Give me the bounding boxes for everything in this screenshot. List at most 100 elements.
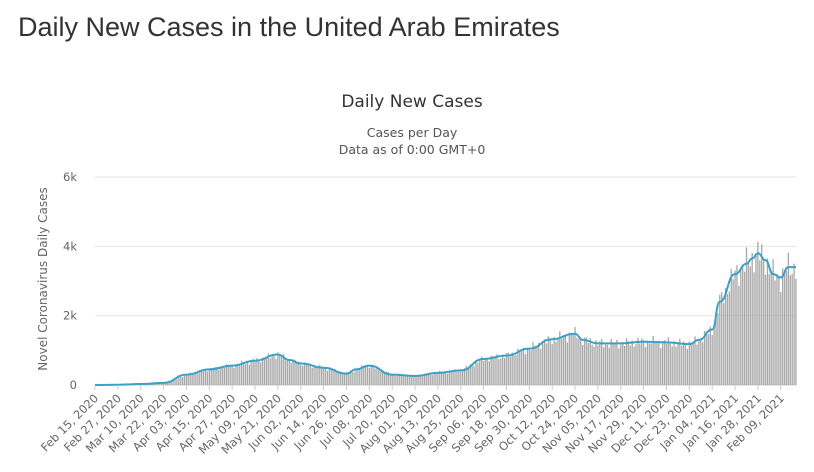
daily-bar: [351, 370, 353, 385]
daily-bar: [795, 278, 797, 385]
daily-bar: [620, 344, 622, 385]
daily-bar: [233, 367, 235, 385]
daily-bar: [332, 370, 334, 385]
daily-bar: [340, 371, 342, 385]
daily-bar: [220, 367, 222, 385]
daily-bar: [408, 375, 410, 385]
daily-bar: [309, 363, 311, 385]
daily-bar: [599, 341, 601, 385]
daily-bar: [496, 354, 498, 385]
daily-bar: [721, 292, 723, 385]
daily-bar: [269, 358, 271, 385]
daily-bar: [227, 366, 230, 385]
daily-bar: [621, 341, 624, 385]
daily-bar: [282, 354, 285, 385]
daily-bar: [161, 383, 163, 385]
daily-bar: [589, 338, 591, 385]
y-axis-label: Novel Coronavirus Daily Cases: [36, 187, 50, 370]
daily-bar: [618, 348, 620, 385]
daily-bar: [768, 274, 770, 385]
daily-bar: [526, 349, 529, 385]
daily-bar: [229, 365, 231, 385]
daily-bar: [244, 364, 247, 385]
daily-bar: [764, 274, 767, 385]
daily-bar: [420, 376, 422, 385]
daily-bar: [159, 382, 161, 385]
daily-bar: [324, 367, 327, 385]
daily-bar: [361, 365, 363, 385]
daily-bar: [772, 259, 774, 385]
daily-bar: [547, 336, 550, 385]
daily-bar: [250, 361, 252, 385]
daily-bar: [528, 348, 530, 385]
daily-bar: [402, 374, 405, 385]
daily-bar: [671, 346, 673, 385]
daily-bar: [199, 370, 201, 385]
daily-bar: [221, 368, 224, 385]
daily-bar: [313, 365, 315, 385]
daily-bar: [728, 291, 730, 385]
daily-bar: [336, 370, 338, 385]
daily-bar: [242, 363, 245, 385]
moving-average-line: [94, 252, 796, 386]
daily-bar: [782, 268, 784, 385]
daily-bar: [435, 373, 437, 385]
daily-bar: [637, 337, 639, 385]
daily-bar: [484, 358, 487, 385]
daily-bar: [540, 349, 542, 385]
daily-bar: [355, 368, 357, 385]
daily-bar: [696, 344, 698, 385]
daily-bar: [627, 341, 630, 385]
daily-bar: [566, 342, 569, 385]
daily-bar: [418, 374, 420, 385]
daily-bar: [517, 348, 519, 385]
daily-bar: [555, 341, 557, 385]
daily-bar: [275, 358, 277, 385]
daily-bar: [389, 374, 391, 385]
daily-bar: [271, 355, 273, 385]
daily-bar: [431, 374, 433, 385]
daily-bar: [574, 326, 576, 385]
y-tick-label: 0: [70, 378, 77, 392]
daily-bar: [330, 368, 332, 385]
daily-bar: [456, 371, 458, 385]
daily-bar: [189, 372, 191, 385]
daily-bar: [761, 244, 763, 385]
daily-bar: [561, 338, 563, 385]
daily-bar: [770, 270, 772, 385]
page-heading: Daily New Cases in the United Arab Emira…: [18, 12, 560, 42]
daily-bar: [482, 360, 485, 385]
daily-bar: [349, 371, 351, 385]
daily-bar: [303, 362, 306, 385]
daily-bar: [576, 337, 578, 385]
daily-bar: [385, 371, 388, 385]
daily-bar: [439, 371, 441, 385]
daily-bar: [665, 343, 668, 385]
daily-bar: [248, 364, 250, 385]
daily-bar: [747, 261, 750, 385]
daily-bar: [181, 377, 184, 385]
daily-bar: [206, 371, 209, 385]
daily-bar: [239, 364, 241, 385]
daily-bar: [688, 341, 690, 385]
daily-bar: [557, 338, 559, 385]
daily-bar: [742, 266, 744, 385]
daily-bar: [646, 340, 649, 385]
daily-bar: [267, 353, 270, 385]
daily-bar: [757, 241, 759, 385]
daily-bar: [321, 367, 323, 385]
daily-bar: [383, 372, 386, 385]
daily-bar: [564, 335, 567, 385]
daily-bar: [532, 342, 534, 385]
daily-bar: [281, 356, 283, 385]
daily-bar: [458, 371, 460, 385]
daily-bar: [791, 273, 793, 385]
daily-bar: [406, 375, 409, 385]
daily-bar: [673, 341, 675, 385]
daily-bar: [256, 358, 258, 385]
daily-bar: [682, 341, 685, 385]
daily-bar: [461, 371, 464, 385]
daily-bar: [399, 375, 401, 385]
daily-bar: [568, 332, 570, 385]
daily-bar: [745, 247, 748, 385]
